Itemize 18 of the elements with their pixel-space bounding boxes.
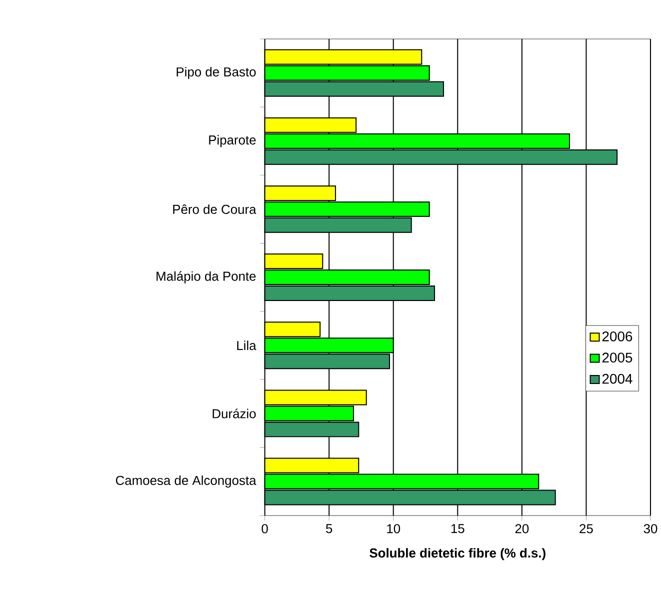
- y-tick-label: Malápio da Ponte: [156, 271, 256, 284]
- y-tick-label: Piparote: [209, 135, 256, 148]
- legend-label: 2004: [602, 374, 632, 384]
- y-tick-label: Lila: [237, 340, 256, 350]
- x-tick-label: 15: [451, 524, 464, 534]
- legend-label: 2006: [602, 332, 632, 342]
- legend-label: 2005: [602, 352, 632, 363]
- x-tick-label: 5: [326, 524, 332, 534]
- y-tick-label: Durázio: [212, 408, 256, 419]
- x-tick-label: 10: [387, 524, 400, 534]
- x-axis-title: Soluble dietetic fibre (% d.s.): [370, 548, 546, 560]
- x-tick-label: 25: [580, 524, 593, 534]
- x-tick-label: 30: [644, 524, 658, 534]
- y-tick-label: Pipo de Basto: [176, 67, 256, 80]
- y-tick-label: Pêro de Coura: [173, 204, 256, 214]
- x-tick-label: 20: [515, 524, 529, 534]
- y-tick-label: Camoesa de Alcongosta: [116, 476, 256, 488]
- x-tick-label: 0: [262, 524, 268, 534]
